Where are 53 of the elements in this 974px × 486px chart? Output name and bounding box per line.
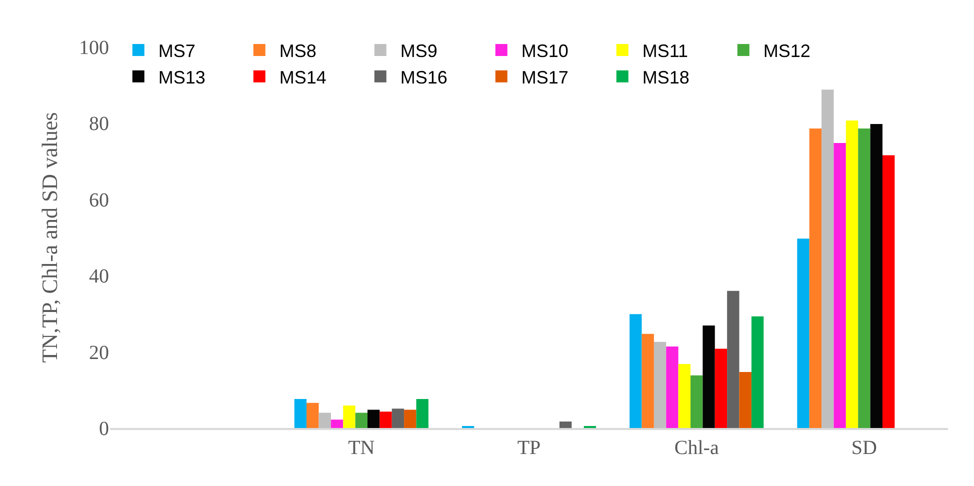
bar xyxy=(834,143,846,428)
bar xyxy=(739,372,752,428)
y-tick-label: 40 xyxy=(89,266,109,288)
bar xyxy=(355,412,368,428)
x-tick-label: Chl-a xyxy=(674,436,719,459)
legend-label: MS9 xyxy=(400,40,438,61)
bar xyxy=(367,410,380,428)
bar xyxy=(797,238,810,428)
bar xyxy=(678,364,691,428)
legend-label: MS12 xyxy=(763,40,810,61)
legend-label: MS11 xyxy=(642,40,688,61)
y-tick-label: 80 xyxy=(89,113,109,136)
legend-label: MS17 xyxy=(521,67,568,88)
bar xyxy=(343,406,356,428)
bar xyxy=(751,316,764,428)
legend-label: MS8 xyxy=(279,40,316,61)
bar xyxy=(392,408,404,428)
bar xyxy=(642,334,654,428)
legend-label: MS10 xyxy=(521,40,568,61)
bar xyxy=(330,420,344,428)
bar xyxy=(294,399,307,428)
bar xyxy=(714,348,728,428)
bar xyxy=(404,410,416,428)
bar xyxy=(870,124,882,428)
bar xyxy=(882,155,895,428)
bar xyxy=(690,375,703,428)
bar xyxy=(630,314,642,428)
x-tick-label: TP xyxy=(517,436,541,459)
bar xyxy=(809,128,822,428)
bar xyxy=(559,422,572,428)
bar xyxy=(380,412,392,428)
y-tick-label: 60 xyxy=(89,189,109,212)
bar xyxy=(727,290,740,428)
y-tick-label: 20 xyxy=(89,342,109,364)
y-tick-label: 0 xyxy=(99,418,109,440)
bar xyxy=(822,90,834,428)
bar xyxy=(702,326,715,428)
bar xyxy=(846,120,858,428)
x-tick-label: SD xyxy=(851,436,877,459)
y-axis-title: TN,TP, Chl-a and SD values xyxy=(36,112,62,363)
bar xyxy=(654,342,666,428)
y-tick-label: 100 xyxy=(79,37,109,59)
legend-label: MS16 xyxy=(400,67,448,88)
legend-label: MS7 xyxy=(158,40,196,61)
bar xyxy=(666,346,678,428)
legend-label: MS14 xyxy=(279,67,326,88)
bar xyxy=(318,412,331,428)
bar xyxy=(306,402,319,428)
bar xyxy=(858,128,870,428)
legend-label: MS13 xyxy=(158,67,206,88)
x-tick-label: TN xyxy=(348,436,375,459)
bar xyxy=(416,399,428,428)
legend-label: MS18 xyxy=(642,67,690,88)
